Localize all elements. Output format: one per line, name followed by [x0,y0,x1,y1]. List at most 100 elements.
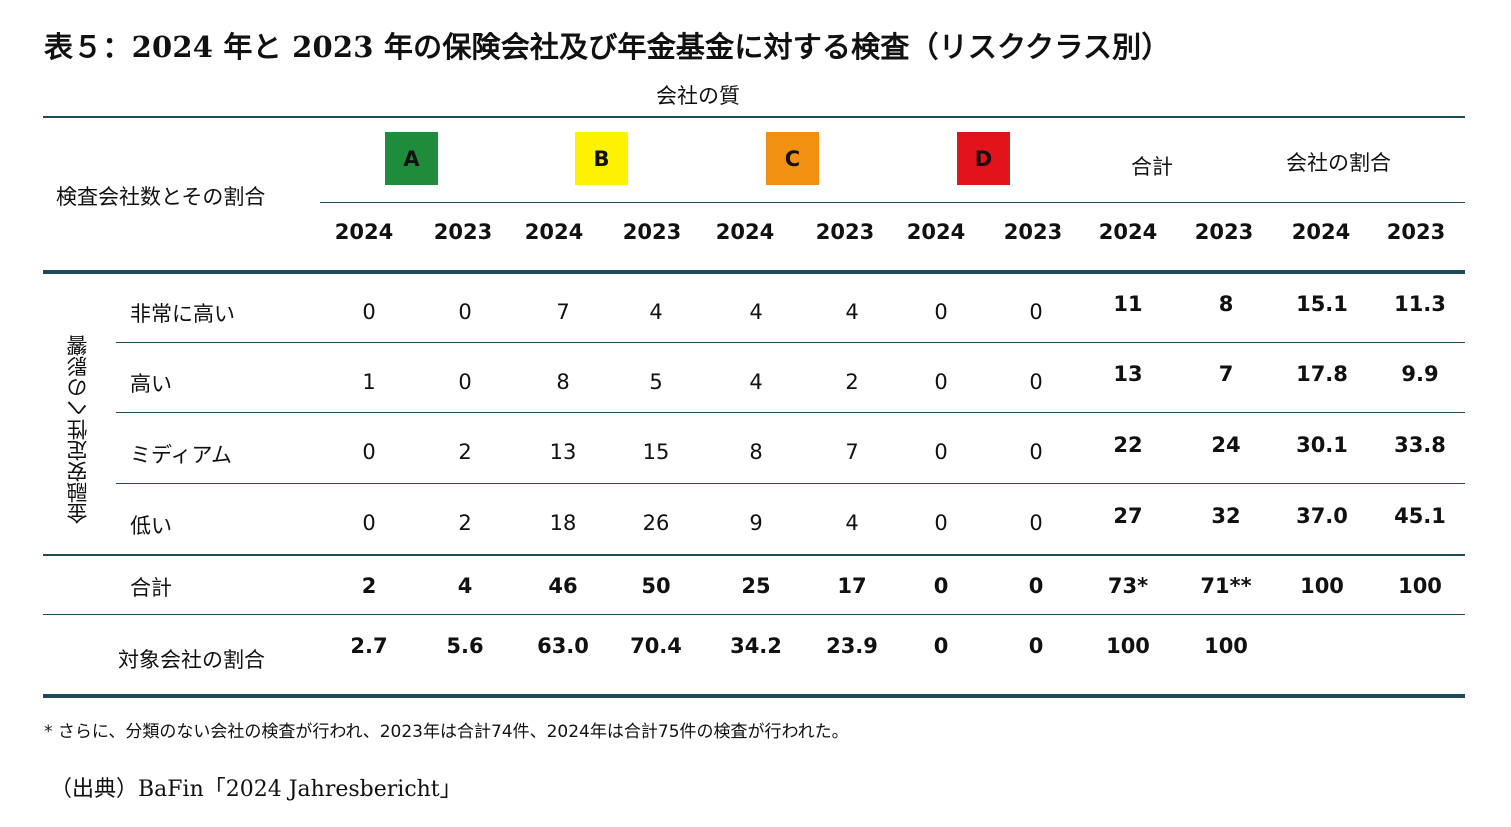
share-cell: 23.9 [826,634,878,658]
table-cell: 15.1 [1296,292,1348,316]
share-row-label: 対象会社の割合 [118,648,265,672]
row-divider [116,412,1465,413]
table-cell: 8 [749,440,763,464]
table-cell: 0 [1029,440,1043,464]
share-cell: 2.7 [350,634,388,658]
table-cell: 11 [1113,292,1143,316]
share-cell: 100 [1106,634,1150,658]
share-cell: 5.6 [446,634,484,658]
body-bottom-rule [43,554,1465,556]
row-label: ミディアム [130,443,233,467]
table-cell: 18 [549,511,577,535]
table-cell: 0 [362,511,376,535]
table-title: 表５：2024 年と 2023 年の保険会社及び年金基金に対する検査（リスククラ… [44,30,1171,64]
table-cell: 11.3 [1394,292,1446,316]
table-cell: 24 [1211,433,1241,457]
table-cell: 0 [934,300,948,324]
year-header: 2024 [906,220,966,244]
share-cell: 63.0 [537,634,589,658]
total-cell: 25 [741,574,771,598]
top-rule [43,116,1465,118]
year-header: 2023 [433,220,493,244]
table-cell: 32 [1211,504,1241,528]
quality-header: 会社の質 [656,84,740,108]
table-cell: 8 [556,370,570,394]
table-cell: 8 [1218,292,1234,316]
category-a-box: A [385,132,438,185]
table-cell: 2 [458,511,472,535]
category-b-box: B [575,132,628,185]
table-cell: 2 [458,440,472,464]
table-cell: 0 [458,300,472,324]
year-header: 2024 [715,220,775,244]
table-cell: 13 [549,440,577,464]
table-cell: 5 [649,370,663,394]
table-cell: 13 [1113,362,1143,386]
vertical-label: 金融安定性への影響 [66,335,90,525]
table-cell: 7 [556,300,570,324]
table-cell: 9.9 [1401,362,1439,386]
total-cell: 46 [548,574,578,598]
total-cell: 71** [1200,574,1252,598]
year-header: 2023 [622,220,682,244]
table-cell: 0 [934,511,948,535]
category-c-label: C [784,146,801,171]
total-header: 合計 [1131,155,1173,179]
total-cell: 0 [933,574,949,598]
total-cell: 17 [837,574,867,598]
total-cell: 73* [1107,574,1149,598]
table-cell: 4 [749,300,763,324]
row-divider [116,483,1465,484]
table-cell: 37.0 [1296,504,1348,528]
left-header: 検査会社数とその割合 [56,185,266,209]
table-cell: 2 [845,370,859,394]
total-cell: 50 [641,574,671,598]
row-divider [116,342,1465,343]
row-label: 非常に高い [130,302,235,326]
table-cell: 30.1 [1296,433,1348,457]
table-cell: 27 [1113,504,1143,528]
total-cell: 100 [1398,574,1442,598]
row-label: 高い [130,372,172,396]
total-cell: 0 [1028,574,1044,598]
table-cell: 9 [749,511,763,535]
table-cell: 17.8 [1296,362,1348,386]
year-header: 2024 [524,220,584,244]
share-cell: 34.2 [730,634,782,658]
row-label: 低い [130,514,172,538]
category-a-label: A [403,146,420,171]
year-header: 2023 [815,220,875,244]
table-cell: 45.1 [1394,504,1446,528]
table-cell: 0 [934,370,948,394]
table-cell: 0 [362,300,376,324]
year-header: 2023 [1003,220,1063,244]
year-header: 2024 [1291,220,1351,244]
table-cell: 7 [845,440,859,464]
share-cell: 70.4 [630,634,682,658]
table-cell: 1 [362,370,376,394]
category-d-label: D [974,146,993,171]
total-cell: 4 [457,574,473,598]
year-header: 2024 [1098,220,1158,244]
table-cell: 0 [458,370,472,394]
table-cell: 22 [1113,433,1143,457]
table-cell: 0 [1029,300,1043,324]
table-cell: 15 [642,440,670,464]
footnote: * さらに、分類のない会社の検査が行われ、2023年は合計74件、2024年は合… [44,722,849,742]
category-b-label: B [593,146,610,171]
total-cell: 100 [1300,574,1344,598]
category-d-box: D [957,132,1010,185]
share-header: 会社の割合 [1286,151,1391,175]
table-cell: 4 [845,300,859,324]
share-cell: 100 [1204,634,1248,658]
table-cell: 0 [1029,511,1043,535]
table-cell: 0 [1029,370,1043,394]
total-bottom-rule [43,614,1465,615]
table-cell: 4 [845,511,859,535]
table-cell: 4 [749,370,763,394]
table-cell: 4 [649,300,663,324]
category-c-box: C [766,132,819,185]
table-cell: 33.8 [1394,433,1446,457]
source-note: （出典）BaFin「2024 Jahresbericht」 [50,777,462,802]
year-header: 2024 [334,220,394,244]
